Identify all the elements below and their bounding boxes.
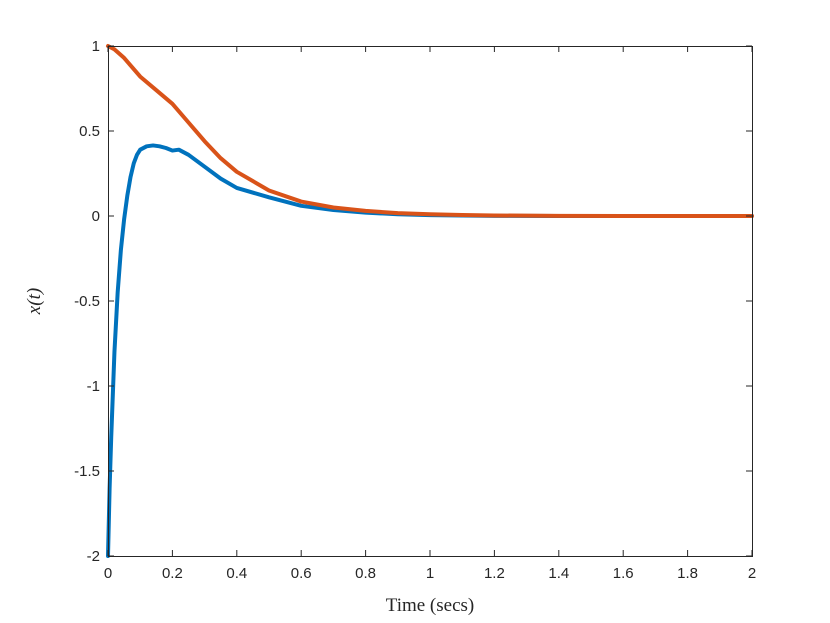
x-tick-label: 1.8	[677, 565, 698, 582]
y-axis-ticks: -2 -1.5 -1 -0.5 0 0.5 1	[74, 38, 752, 565]
x-tick-label: 1.6	[613, 565, 634, 582]
x-tick-label: 2	[748, 565, 756, 582]
plot-area	[108, 46, 752, 556]
x-tick-label: 0.8	[355, 565, 376, 582]
x-tick-label: 0.6	[291, 565, 312, 582]
series-line-2	[106, 44, 754, 218]
x-axis-ticks: 0 0.2 0.4 0.6 0.8 1 1.2 1.4 1.6 1.8 2	[104, 46, 756, 582]
y-tick-label: -1.5	[74, 463, 100, 480]
y-tick-label: 0.5	[79, 123, 100, 140]
x-tick-label: 1	[426, 565, 434, 582]
y-axis-label: x(t)	[24, 288, 45, 315]
x-tick-label: 0.4	[226, 565, 247, 582]
x-tick-label: 0.2	[162, 565, 183, 582]
x-axis-label: Time (secs)	[386, 595, 475, 616]
series-layer	[106, 44, 754, 558]
y-tick-label: 1	[92, 38, 100, 55]
y-tick-label: -2	[87, 548, 100, 565]
y-tick-label: -0.5	[74, 293, 100, 310]
x-tick-label: 0	[104, 565, 112, 582]
x-tick-label: 1.2	[484, 565, 505, 582]
y-tick-label: 0	[92, 208, 100, 225]
x-tick-label: 1.4	[548, 565, 569, 582]
y-tick-label: -1	[87, 378, 100, 395]
